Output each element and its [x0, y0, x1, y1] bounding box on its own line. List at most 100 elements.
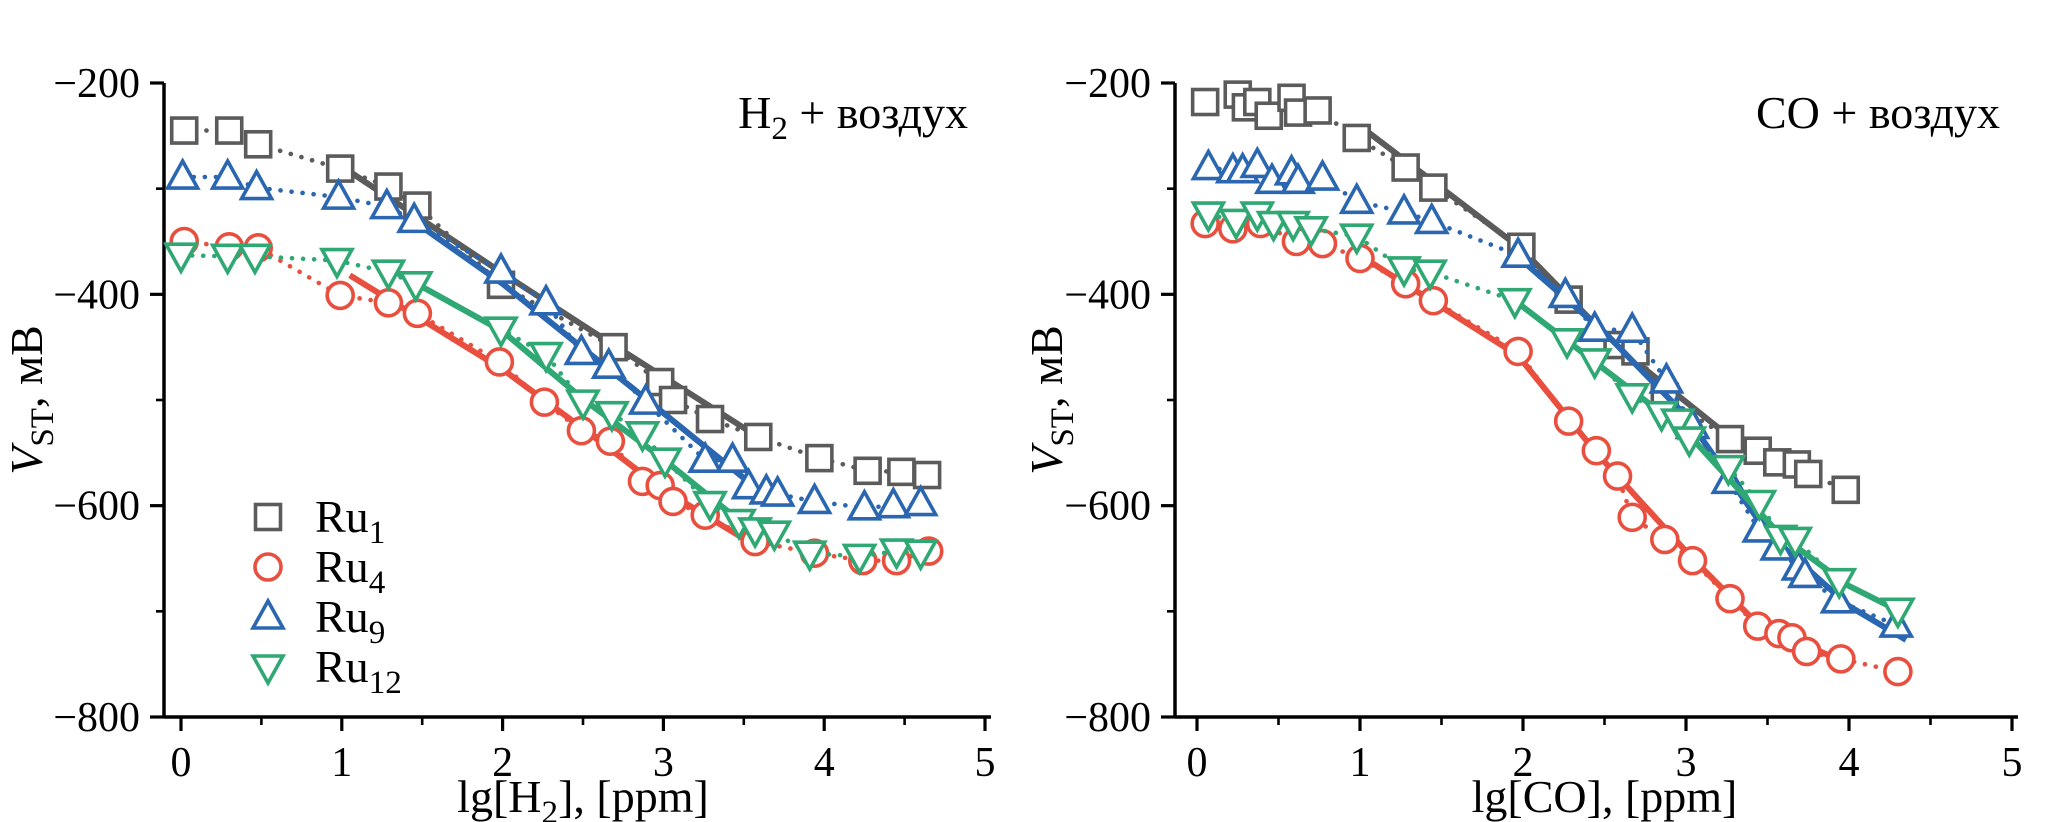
legend-label-Ru1: Ru1 — [315, 491, 385, 551]
square-marker — [1391, 153, 1420, 182]
triangle-up-marker — [1547, 275, 1584, 309]
triangle-up-marker — [396, 200, 433, 234]
y-tick-label: −200 — [1064, 61, 1151, 107]
circle-marker — [1503, 336, 1533, 367]
circle-marker — [1650, 524, 1680, 555]
square-marker — [253, 502, 283, 532]
triangle-down-marker — [397, 270, 434, 304]
circle-marker — [1826, 644, 1856, 674]
triangle-down-marker — [1385, 256, 1423, 289]
triangle-down-marker — [1741, 489, 1778, 523]
dotted-trend-line — [181, 128, 930, 478]
circle-marker — [325, 280, 355, 311]
legend-label-Ru4: Ru4 — [315, 541, 386, 601]
axes-co: −200 −400 −600 −800 0 1 2 3 4 5 — [1064, 61, 2022, 786]
triangle-up-marker — [714, 440, 751, 474]
panel-co: −200 −400 −600 −800 0 1 2 3 4 5 lg[CO], [ppm] VST, … — [1021, 61, 2023, 822]
x-axis-title: lg[H2], [ppm] — [457, 771, 709, 822]
x-tick-label: 0 — [171, 740, 192, 786]
panel-h2: −200 −400 −600 −800 0 1 2 3 4 5 lg[H2], [ppm] VST, … — [1, 61, 996, 822]
triangle-down-marker — [1777, 526, 1814, 560]
triangle-down-marker — [249, 654, 287, 687]
circle-marker — [1418, 285, 1449, 316]
y-axis-title: VST, мВ — [1021, 325, 1081, 475]
square-marker — [169, 116, 199, 145]
x-tick-label: 1 — [1350, 740, 1371, 786]
triangle-up-marker — [320, 177, 357, 210]
y-tick-label: −800 — [53, 695, 140, 741]
triangle-up-marker — [1819, 581, 1856, 614]
circle-marker — [1715, 583, 1745, 614]
triangle-down-marker — [1671, 426, 1708, 459]
circle-marker — [529, 387, 560, 417]
triangle-down-marker — [646, 447, 684, 480]
triangle-up-marker — [1385, 192, 1423, 225]
triangle-up-marker — [1338, 181, 1375, 215]
circle-marker — [595, 426, 626, 457]
square-marker — [743, 422, 773, 452]
triangle-up-marker — [1280, 161, 1317, 195]
triangle-down-marker — [318, 247, 356, 281]
square-marker — [1419, 173, 1448, 202]
y-tick-label: −400 — [1064, 272, 1151, 318]
x-tick-label: 0 — [1187, 740, 1208, 786]
triangle-down-marker — [1496, 287, 1533, 321]
x-axis-title: lg[CO], [ppm] — [1472, 771, 1738, 822]
triangle-down-marker — [527, 341, 565, 375]
square-marker — [805, 443, 834, 473]
square-marker — [214, 116, 244, 145]
y-tick-label: −200 — [53, 61, 140, 107]
circle-marker — [373, 287, 404, 318]
series-Ru4 — [169, 226, 944, 576]
y-tick-label: −600 — [53, 484, 140, 530]
circle-marker — [658, 486, 688, 517]
triangle-down-marker — [691, 490, 729, 524]
circle-marker — [1677, 545, 1708, 576]
x-tick-label: 1 — [331, 740, 352, 786]
series-Ru9 — [164, 157, 939, 521]
triangle-up-marker — [1413, 201, 1450, 235]
square-marker — [1190, 87, 1220, 117]
triangle-down-marker — [370, 259, 407, 292]
square-marker — [658, 385, 688, 415]
circle-marker — [1883, 656, 1913, 687]
triangle-down-marker — [1710, 454, 1747, 488]
triangle-up-marker — [875, 485, 912, 519]
triangle-up-marker — [902, 483, 939, 517]
triangle-up-marker — [1576, 309, 1613, 343]
triangle-up-marker — [1190, 147, 1227, 181]
triangle-down-marker — [162, 242, 200, 275]
circle-marker — [1791, 636, 1822, 667]
dotted-trend-line — [1202, 221, 1901, 674]
triangle-down-marker — [1821, 567, 1858, 601]
y-tick-label: −800 — [1064, 695, 1151, 741]
x-tick-label: 2 — [1513, 740, 1534, 786]
square-marker — [1342, 123, 1372, 153]
square-marker — [1831, 475, 1861, 505]
triangle-up-marker — [1304, 158, 1341, 191]
triangle-down-marker — [1614, 382, 1651, 416]
circle-marker — [1553, 406, 1584, 436]
triangle-down-marker — [1548, 328, 1586, 361]
square-marker — [853, 456, 882, 486]
series-Ru12 — [1190, 201, 1916, 630]
triangle-down-marker — [209, 243, 246, 276]
x-tick-label: 2 — [492, 740, 513, 786]
triangle-down-marker — [1190, 201, 1227, 234]
triangle-up-marker — [759, 474, 796, 507]
triangle-down-marker — [1218, 208, 1255, 242]
x-tick-label: 4 — [1839, 740, 1860, 786]
triangle-up-marker — [846, 488, 883, 521]
triangle-down-marker — [791, 540, 828, 573]
triangle-down-marker — [1659, 408, 1696, 441]
triangle-up-marker — [590, 346, 627, 379]
circle-marker — [1602, 461, 1633, 491]
triangle-down-marker — [482, 316, 520, 349]
triangle-up-marker — [796, 481, 833, 515]
triangle-down-marker — [878, 538, 915, 571]
triangle-up-marker — [249, 597, 287, 630]
circle-marker — [1581, 435, 1612, 466]
square-marker — [1254, 101, 1284, 131]
triangle-down-marker — [593, 400, 631, 434]
